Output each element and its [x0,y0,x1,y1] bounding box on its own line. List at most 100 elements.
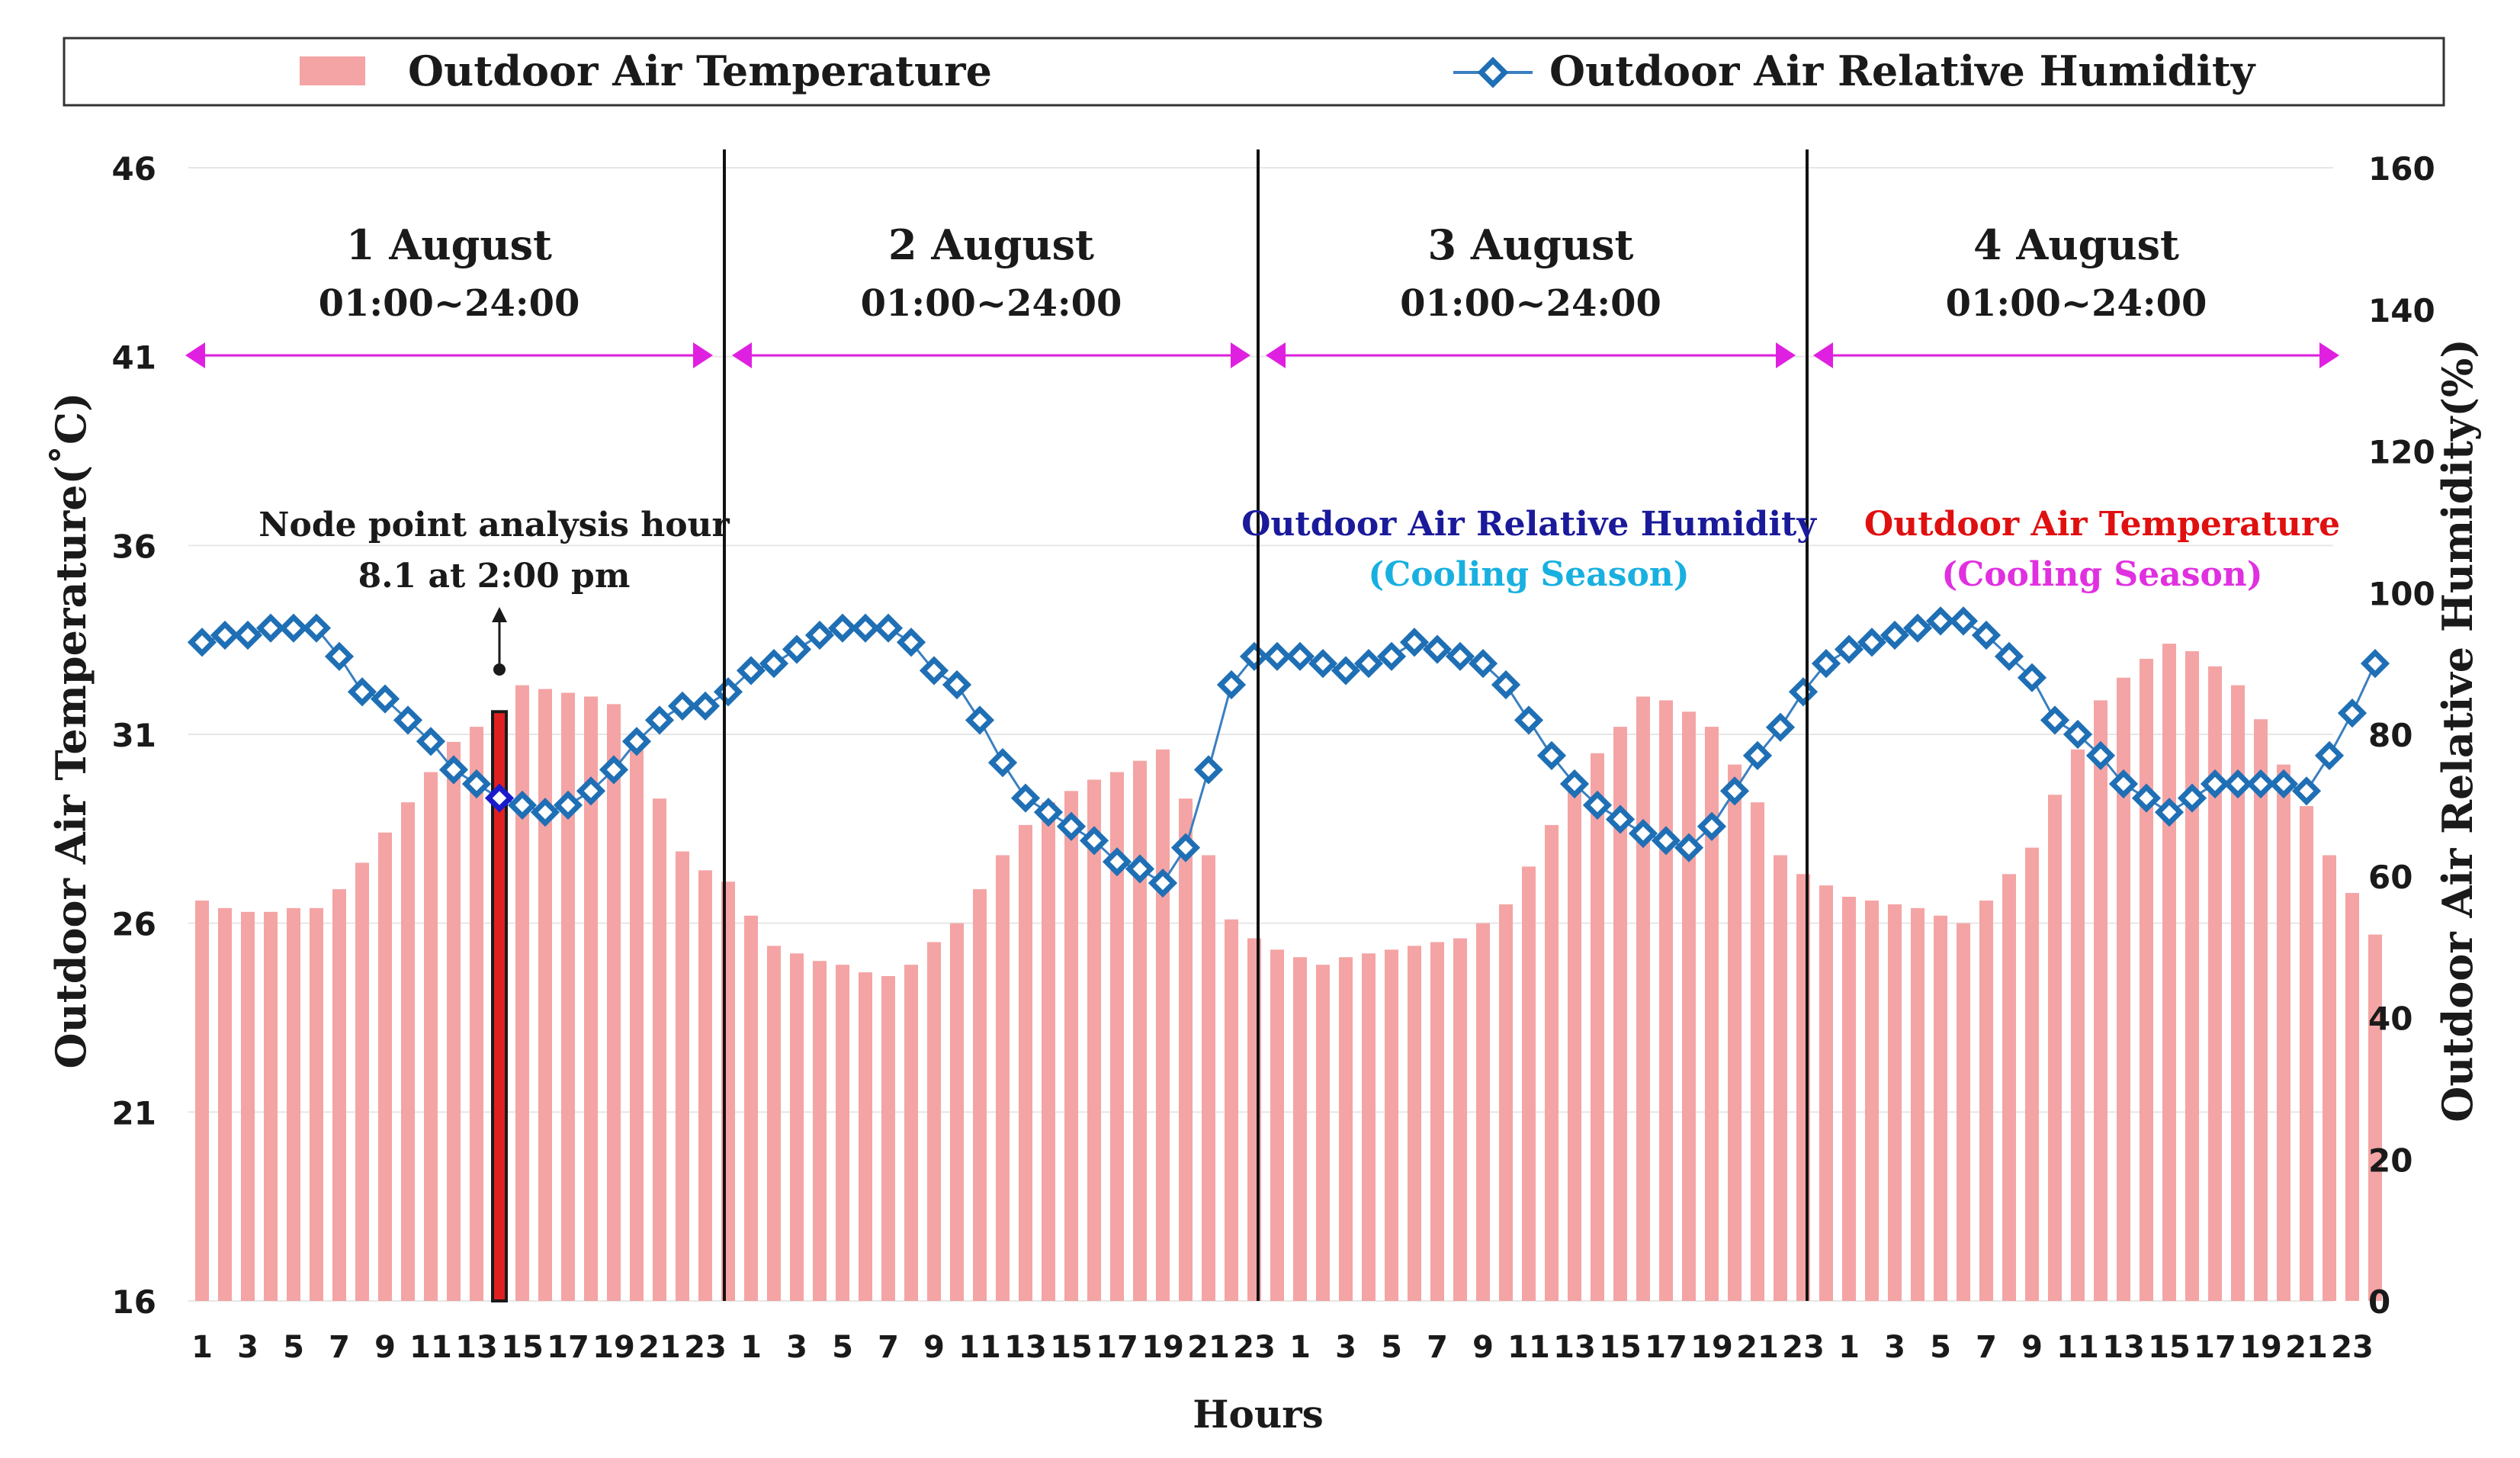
humidity-point [1788,677,1819,707]
humidity-point [2291,776,2322,806]
temperature-bar [698,870,712,1301]
humidity-point [644,705,675,735]
humidity-point [1102,847,1132,877]
x-tick-label: 21 [638,1330,681,1365]
range-arrow-head-left [1813,342,1833,368]
x-tick-label: 15 [2148,1330,2191,1365]
humidity-point [827,613,858,643]
humidity-point [1216,670,1247,700]
humidity-point [1651,826,1681,856]
humidity-point [919,656,949,686]
x-tick-label: 5 [1381,1330,1402,1365]
x-tick-label: 13 [2102,1330,2145,1365]
y-tick-left: 21 [112,1094,156,1132]
temperature-bar [2117,677,2130,1301]
x-tick-label: 7 [1427,1330,1448,1365]
humidity-point [621,727,652,756]
temperature-bar [2208,666,2222,1301]
temperature-bar [1979,900,1993,1301]
humidity-point [324,641,355,671]
humidity-point [1262,641,1292,671]
y-tick-right: 40 [2368,1000,2412,1038]
humidity-point [2108,769,2139,799]
temperature-bar [1270,949,1284,1301]
temperature-bar [218,907,232,1301]
temperature-bar [859,972,872,1301]
humidity-point [2223,769,2253,799]
humidity-point [1719,776,1750,806]
x-tick-label: 9 [374,1330,396,1365]
x-tick-label: 1 [1289,1330,1311,1365]
temperature-bar [538,689,552,1301]
y-tick-left: 36 [112,528,156,565]
x-tick-label: 23 [1782,1330,1825,1365]
temperature-bar [355,862,369,1301]
humidity-point [1674,833,1704,862]
temperature-bar [2162,644,2176,1301]
temperature-bar [2094,700,2107,1301]
temperature-bar [2323,855,2336,1301]
humidity-point [713,677,743,707]
humidity-point [507,790,538,820]
x-tick-label: 1 [1838,1330,1860,1365]
x-tick-label: 1 [740,1330,762,1365]
humidity-point [1536,740,1567,770]
humidity-point [1399,628,1430,657]
x-tick-label: 7 [329,1330,350,1365]
y-tick-left: 26 [112,906,156,943]
temperature-bar [2277,764,2290,1301]
temperature-bar [950,923,964,1301]
humidity-point [736,656,766,686]
humidity-point [1468,649,1498,679]
humidity-point [1971,620,2002,650]
temperature-bar [584,696,598,1301]
humidity-point [987,748,1018,778]
day-range: 01:00~24:00 [861,282,1122,325]
day-range: 01:00~24:00 [319,282,580,325]
temperature-bar [790,953,804,1301]
temperature-bar [515,685,529,1301]
humidity-point [759,649,789,679]
humidity-point [484,783,515,813]
temperature-bar [1957,923,1970,1301]
legend-humidity-label: Outdoor Air Relative Humidity [1549,47,2256,95]
x-tick-label: 19 [1690,1330,1733,1365]
temperature-bar [836,965,849,1301]
humidity-point [2131,783,2162,813]
node-point-arrow-head [492,607,507,622]
humidity-point [553,790,583,820]
humidity-point [667,691,698,721]
y-tick-left: 46 [112,150,156,188]
temperature-bar-highlight [491,710,508,1302]
node-point-label-line2: 8.1 at 2:00 pm [358,557,631,596]
temperature-bar [2368,934,2382,1301]
humidity-point [1559,769,1590,799]
temperature-bar [2185,651,2199,1301]
temperature-bar [1751,802,1764,1301]
x-tick-label: 19 [592,1330,635,1365]
humidity-point [210,620,240,650]
temperature-bar [1156,749,1170,1301]
humidity-point [2177,783,2207,813]
temperature-bar [653,798,666,1301]
humidity-point [1125,854,1155,884]
humidity-point [1079,826,1109,856]
humidity-point [690,691,721,721]
temperature-bar [241,911,255,1301]
day-labels: 1 August 01:00~24:00 2 August 01:00~24:00 3 … [185,220,2339,368]
temperature-bar [1064,791,1078,1301]
node-point-dot [493,663,506,676]
humidity-point [1628,818,1658,849]
humidity-point [530,798,560,827]
humidity-point [1994,641,2024,671]
x-tick-label: 17 [1096,1330,1138,1365]
y-tick-right: 0 [2368,1283,2390,1321]
range-arrow-head-left [185,342,205,368]
temp-annotation-sub: (Cooling Season) [1941,555,2262,594]
humidity-point [1422,634,1453,664]
temperature-bar [1339,957,1353,1301]
temperature-bar [401,802,415,1301]
temperature-bars [195,644,2382,1302]
day-label: 2 August [888,220,1094,269]
temperature-bar [676,851,689,1301]
